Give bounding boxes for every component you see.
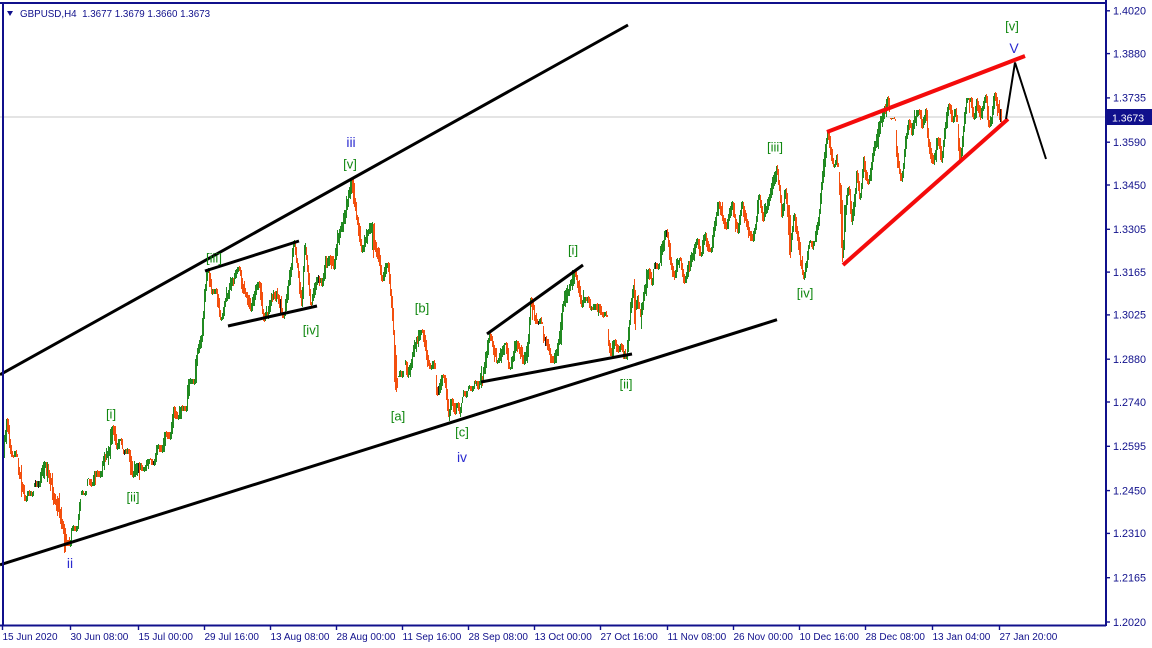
svg-text:V: V xyxy=(1009,40,1019,56)
svg-text:1.4020: 1.4020 xyxy=(1113,6,1146,18)
svg-text:1.3450: 1.3450 xyxy=(1113,180,1146,192)
svg-text:1.3880: 1.3880 xyxy=(1113,48,1146,60)
svg-text:[ii]: [ii] xyxy=(620,377,633,392)
svg-text:27 Jan 20:00: 27 Jan 20:00 xyxy=(1000,632,1058,643)
svg-text:1.3735: 1.3735 xyxy=(1113,93,1146,105)
svg-text:[v]: [v] xyxy=(343,157,357,172)
svg-text:30 Jun 08:00: 30 Jun 08:00 xyxy=(71,632,129,643)
svg-text:[b]: [b] xyxy=(415,301,429,316)
svg-text:[ii]: [ii] xyxy=(127,490,140,505)
svg-text:[c]: [c] xyxy=(455,425,469,440)
svg-text:11 Nov 08:00: 11 Nov 08:00 xyxy=(668,632,727,643)
svg-text:15 Jun 2020: 15 Jun 2020 xyxy=(3,632,58,643)
svg-text:1.2450: 1.2450 xyxy=(1113,485,1146,497)
svg-text:28 Aug 00:00: 28 Aug 00:00 xyxy=(337,632,396,643)
svg-text:iii: iii xyxy=(346,134,355,150)
svg-text:1.3305: 1.3305 xyxy=(1113,224,1146,236)
svg-text:[iii]: [iii] xyxy=(206,251,222,266)
svg-text:11 Sep 16:00: 11 Sep 16:00 xyxy=(403,632,462,643)
svg-text:iv: iv xyxy=(457,449,467,465)
svg-text:28 Dec 08:00: 28 Dec 08:00 xyxy=(866,632,926,643)
svg-text:28 Sep 08:00: 28 Sep 08:00 xyxy=(469,632,529,643)
svg-text:1.3590: 1.3590 xyxy=(1113,137,1146,149)
svg-text:[iv]: [iv] xyxy=(797,286,814,301)
svg-text:1.3025: 1.3025 xyxy=(1113,310,1146,322)
svg-text:15 Jul 00:00: 15 Jul 00:00 xyxy=(139,632,194,643)
svg-text:GBPUSD,H4 1.3677 1.3679 1.366: GBPUSD,H4 1.3677 1.3679 1.3660 1.3673 xyxy=(20,9,211,20)
svg-text:1.2020: 1.2020 xyxy=(1113,617,1146,629)
svg-text:[i]: [i] xyxy=(568,243,578,258)
svg-text:1.2310: 1.2310 xyxy=(1113,528,1146,540)
svg-text:1.3673: 1.3673 xyxy=(1112,113,1144,125)
svg-text:[a]: [a] xyxy=(391,409,405,424)
svg-text:[iii]: [iii] xyxy=(767,140,783,155)
svg-text:1.2165: 1.2165 xyxy=(1113,573,1146,585)
svg-text:1.2595: 1.2595 xyxy=(1113,441,1146,453)
svg-text:13 Jan 04:00: 13 Jan 04:00 xyxy=(933,632,991,643)
svg-text:13 Aug 08:00: 13 Aug 08:00 xyxy=(271,632,330,643)
svg-text:27 Oct 16:00: 27 Oct 16:00 xyxy=(601,632,659,643)
svg-text:29 Jul 16:00: 29 Jul 16:00 xyxy=(205,632,260,643)
svg-text:[i]: [i] xyxy=(106,407,116,422)
svg-text:1.2740: 1.2740 xyxy=(1113,397,1146,409)
svg-text:ii: ii xyxy=(67,555,73,571)
svg-text:10 Dec 16:00: 10 Dec 16:00 xyxy=(800,632,860,643)
svg-text:26 Nov 00:00: 26 Nov 00:00 xyxy=(734,632,794,643)
svg-text:1.2880: 1.2880 xyxy=(1113,354,1146,366)
svg-text:[v]: [v] xyxy=(1005,19,1019,34)
svg-text:[iv]: [iv] xyxy=(303,323,320,338)
svg-text:13 Oct 00:00: 13 Oct 00:00 xyxy=(535,632,593,643)
svg-text:1.3165: 1.3165 xyxy=(1113,267,1146,279)
